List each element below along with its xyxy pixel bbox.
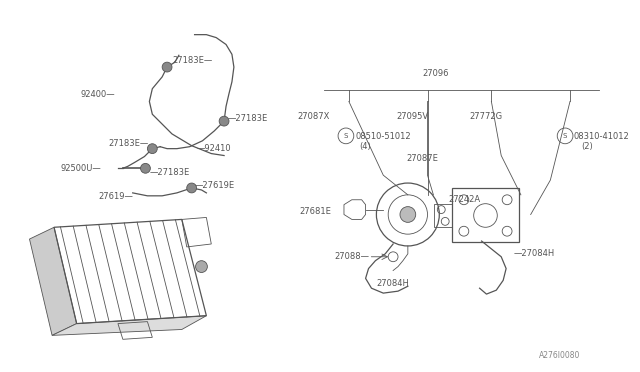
Text: —92410: —92410 — [196, 144, 231, 153]
Text: —27084H: —27084H — [514, 249, 556, 258]
Text: 27681E: 27681E — [300, 207, 332, 216]
Text: —27183E: —27183E — [228, 114, 268, 123]
Text: (2): (2) — [581, 142, 593, 151]
Circle shape — [219, 116, 229, 126]
Text: 27088—: 27088— — [334, 252, 369, 261]
Text: 08510-51012: 08510-51012 — [356, 132, 412, 141]
Polygon shape — [52, 316, 206, 336]
Text: 27183E—: 27183E— — [172, 56, 212, 65]
Text: 27095V: 27095V — [396, 112, 428, 121]
Text: 27087X: 27087X — [298, 112, 330, 121]
Text: 27096: 27096 — [422, 70, 449, 78]
Text: 92500U—: 92500U— — [61, 164, 102, 173]
Text: S: S — [344, 133, 348, 139]
Text: 27084H: 27084H — [376, 279, 409, 288]
Text: A276I0080: A276I0080 — [538, 350, 580, 359]
Circle shape — [147, 144, 157, 154]
Text: 92400—: 92400— — [81, 90, 115, 99]
Text: 27772G: 27772G — [470, 112, 503, 121]
Text: —27183E: —27183E — [149, 168, 189, 177]
Circle shape — [162, 62, 172, 72]
Polygon shape — [29, 227, 77, 336]
Text: 27183E—: 27183E— — [108, 139, 148, 148]
Text: S: S — [563, 133, 567, 139]
Text: 27242A: 27242A — [448, 195, 480, 204]
Circle shape — [187, 183, 196, 193]
Circle shape — [400, 206, 416, 222]
Text: 27619—: 27619— — [99, 192, 133, 201]
Text: —27619E: —27619E — [195, 180, 235, 189]
Text: 27087E: 27087E — [407, 154, 439, 163]
Bar — [435, 204, 452, 227]
Text: 08310-41012: 08310-41012 — [574, 132, 630, 141]
Bar — [452, 188, 519, 242]
Text: (4): (4) — [360, 142, 371, 151]
Circle shape — [141, 163, 150, 173]
Circle shape — [196, 261, 207, 272]
